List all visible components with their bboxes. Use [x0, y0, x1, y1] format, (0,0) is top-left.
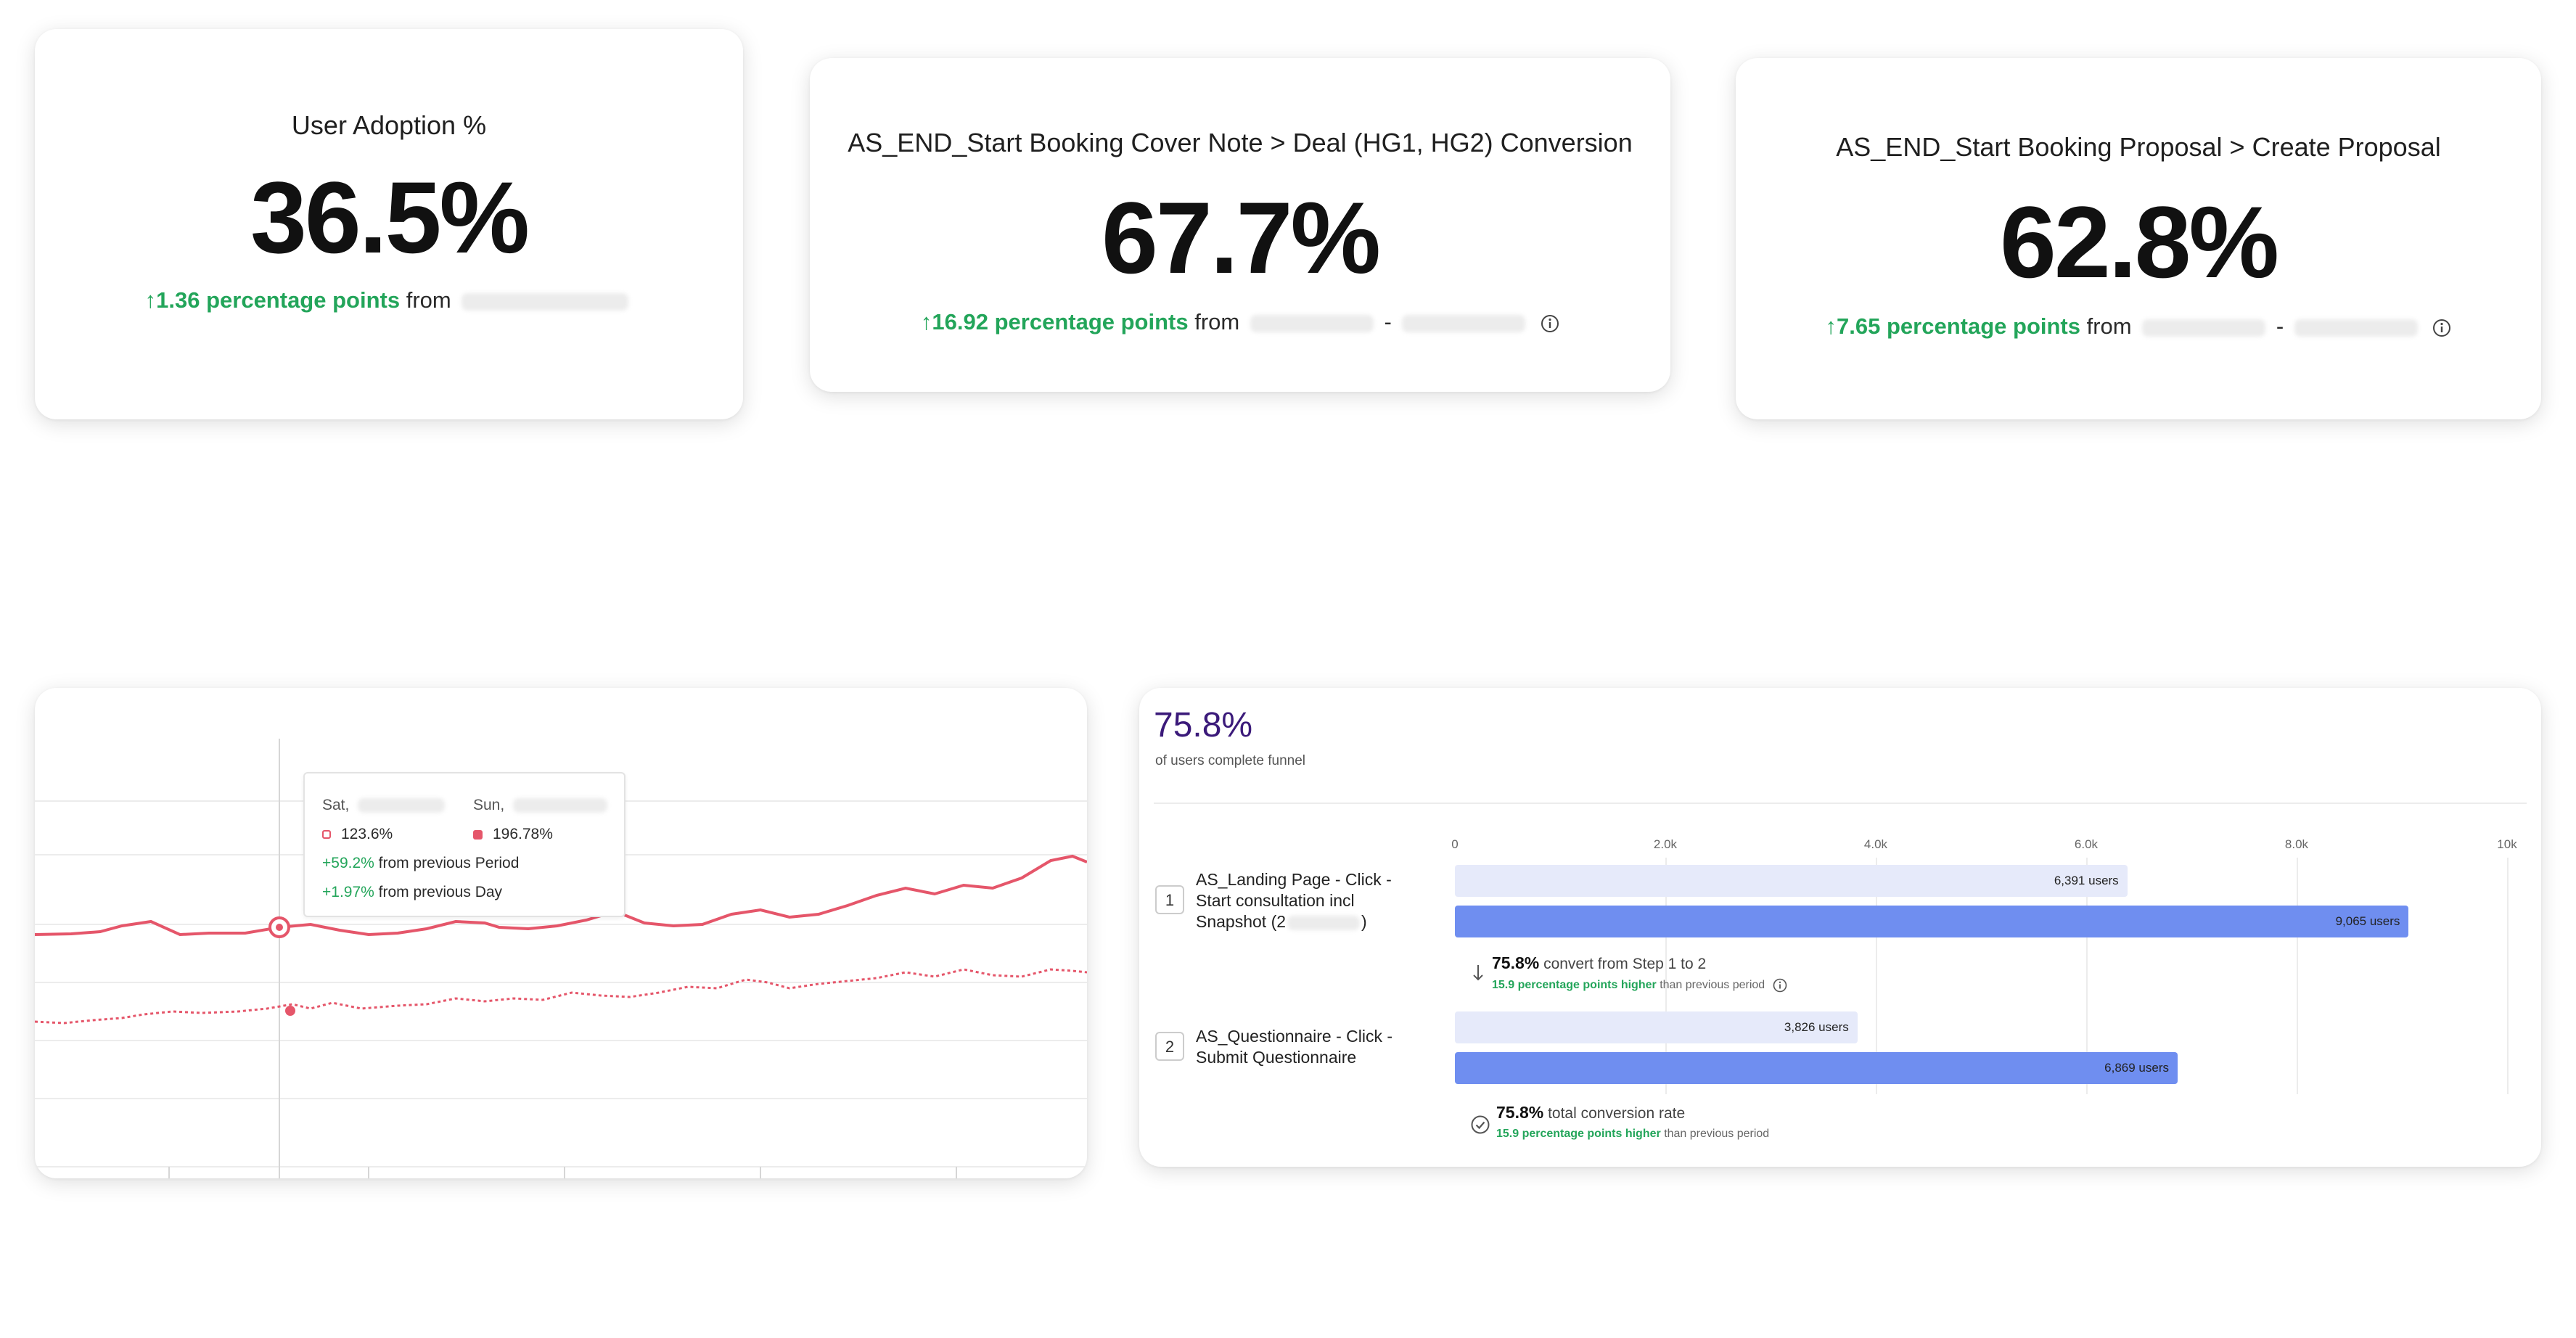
redacted-date-end: [2294, 319, 2418, 337]
step-2-previous-users: 3,826 users: [1784, 1020, 1849, 1034]
step-1-current-users: 9,065 users: [2335, 914, 2400, 928]
x-axis-ticks: [168, 1167, 957, 1178]
arrow-down-icon: [1473, 965, 1483, 981]
info-icon[interactable]: [1773, 978, 1787, 993]
step-number-1: 1: [1155, 885, 1184, 914]
total-conversion-delta-tail: than previous period: [1664, 1128, 1770, 1140]
step-conversion: 75.8% convert from Step 1 to 2: [1492, 953, 1706, 973]
kpi-title: AS_END_Start Booking Cover Note > Deal (…: [848, 128, 1633, 157]
kpi-delta: ↑16.92 percentage points from -: [810, 309, 1670, 335]
funnel-axis-tick-label: 0: [1451, 837, 1459, 851]
total-conversion-text: total conversion rate: [1548, 1105, 1686, 1122]
info-icon[interactable]: [2432, 319, 2451, 337]
kpi-delta-value: ↑16.92 percentage points: [920, 309, 1189, 334]
tooltip-value-current: 196.78%: [493, 826, 553, 842]
step-1-label-line-1: AS_Landing Page - Click -: [1196, 870, 1392, 889]
kpi-delta: ↑7.65 percentage points from -: [1736, 313, 2541, 340]
kpi-range-separator: -: [1384, 309, 1392, 334]
line-chart-card[interactable]: Sat, Sun, 123.6% 196.78% +59.2% from pre…: [35, 688, 1087, 1178]
funnel-axis-tick-label: 10k: [2497, 837, 2517, 851]
step-2-previous-bar[interactable]: 3,826 users: [1455, 1011, 1858, 1043]
step-1-current-bar[interactable]: 9,065 users: [1455, 906, 2409, 937]
funnel-divider: [1154, 803, 2527, 804]
step-number-2: 2: [1155, 1032, 1184, 1061]
funnel-axis-tick-label: 2.0k: [1653, 837, 1678, 851]
funnel-gridline: [2297, 858, 2298, 1094]
redacted-date-start: [1250, 314, 1374, 332]
previous-series-swatch: [322, 830, 331, 840]
kpi-value: 36.5%: [250, 160, 530, 274]
total-conversion-delta: 15.9 percentage points higher than previ…: [1496, 1128, 1769, 1141]
check-circle-icon: [1471, 1115, 1490, 1134]
funnel-gridline: [2507, 858, 2509, 1094]
redacted-date: [358, 798, 446, 813]
funnel-completion-label: of users complete funnel: [1155, 753, 1306, 768]
step-2-label-line-2: Submit Questionnaire: [1196, 1048, 1357, 1067]
redacted-date: [513, 798, 608, 813]
redacted-date-start: [2142, 319, 2266, 337]
step-2-current-users: 6,869 users: [2104, 1061, 2169, 1075]
tooltip-date-2-label: Sun,: [473, 797, 505, 813]
kpi-card-user-adoption[interactable]: User Adoption % 36.5% ↑1.36 percentage p…: [35, 29, 743, 419]
funnel-axis-tick-label: 6.0k: [2074, 837, 2099, 851]
current-series-swatch: [473, 829, 483, 840]
kpi-range-separator: -: [2276, 313, 2284, 339]
step-conversion-delta-tail: than previous period: [1660, 979, 1765, 992]
kpi-value: 67.7%: [1102, 181, 1381, 295]
step-1-previous-bar[interactable]: 6,391 users: [1455, 865, 2128, 897]
step-1-previous-users: 6,391 users: [2054, 874, 2119, 887]
total-conversion-delta-value: 15.9 percentage points higher: [1496, 1128, 1661, 1140]
funnel-card[interactable]: 75.8% of users complete funnel 0 2.0k 4.0k…: [1139, 688, 2541, 1167]
series-current-line: [35, 854, 1087, 937]
step-conversion-text: convert from Step 1 to 2: [1543, 956, 1707, 972]
redacted-period: [462, 292, 629, 311]
step-conversion-delta: 15.9 percentage points higher than previ…: [1492, 978, 1787, 993]
step-1-label-line-3: Snapshot (2: [1196, 912, 1287, 931]
funnel-axis-tick-label: 8.0k: [2284, 837, 2309, 851]
hover-point-previous: [285, 1006, 295, 1016]
kpi-title: AS_END_Start Booking Proposal > Create P…: [1836, 132, 2441, 162]
line-chart[interactable]: [35, 688, 1087, 1178]
step-1-label-tail: ): [1361, 912, 1367, 931]
chart-tooltip: Sat, Sun, 123.6% 196.78% +59.2% from pre…: [303, 772, 625, 917]
total-conversion-value: 75.8%: [1496, 1103, 1544, 1122]
series-previous-line: [35, 968, 1087, 1025]
kpi-from-label: from: [1194, 309, 1240, 334]
step-conversion-value: 75.8%: [1492, 953, 1540, 972]
step-label-1[interactable]: AS_Landing Page - Click - Start consulta…: [1196, 869, 1392, 932]
kpi-card-cover-note-conversion[interactable]: AS_END_Start Booking Cover Note > Deal (…: [810, 58, 1670, 392]
step-1-label-line-2: Start consultation incl: [1196, 891, 1355, 910]
kpi-card-booking-proposal[interactable]: AS_END_Start Booking Proposal > Create P…: [1736, 58, 2541, 419]
tooltip-value-previous: 123.6%: [341, 826, 393, 842]
funnel-axis-tick-label: 4.0k: [1863, 837, 1888, 851]
step-conversion-delta-value: 15.9 percentage points higher: [1492, 979, 1657, 992]
kpi-from-label: from: [2086, 313, 2132, 339]
tooltip-date-1-label: Sat,: [322, 797, 350, 813]
kpi-delta: ↑1.36 percentage points from: [35, 287, 743, 313]
funnel-completion-rate: 75.8%: [1154, 706, 1253, 744]
step-2-label-line-1: AS_Questionnaire - Click -: [1196, 1027, 1392, 1046]
step-2-current-bar[interactable]: 6,869 users: [1455, 1052, 2178, 1084]
kpi-value: 62.8%: [2000, 185, 2279, 299]
hover-point-current-center: [276, 924, 283, 931]
tooltip-day-text: from previous Day: [378, 884, 503, 900]
tooltip-day-change: +1.97%: [322, 884, 374, 900]
total-conversion: 75.8% total conversion rate: [1496, 1103, 1685, 1122]
redacted-text: [1287, 915, 1361, 930]
tooltip-period-text: from previous Period: [378, 855, 520, 871]
kpi-delta-value: ↑1.36 percentage points: [144, 287, 401, 313]
kpi-from-label: from: [406, 287, 451, 313]
funnel-gridline: [2086, 858, 2088, 1094]
info-icon[interactable]: [1541, 314, 1559, 333]
funnel-gridline: [1665, 858, 1667, 1094]
tooltip-period-change: +59.2%: [322, 855, 374, 871]
step-label-2[interactable]: AS_Questionnaire - Click - Submit Questi…: [1196, 1026, 1392, 1068]
kpi-title: User Adoption %: [291, 110, 487, 140]
kpi-delta-value: ↑7.65 percentage points: [1825, 313, 2080, 339]
funnel-gridline: [1876, 858, 1877, 1094]
redacted-date-end: [1402, 314, 1526, 332]
